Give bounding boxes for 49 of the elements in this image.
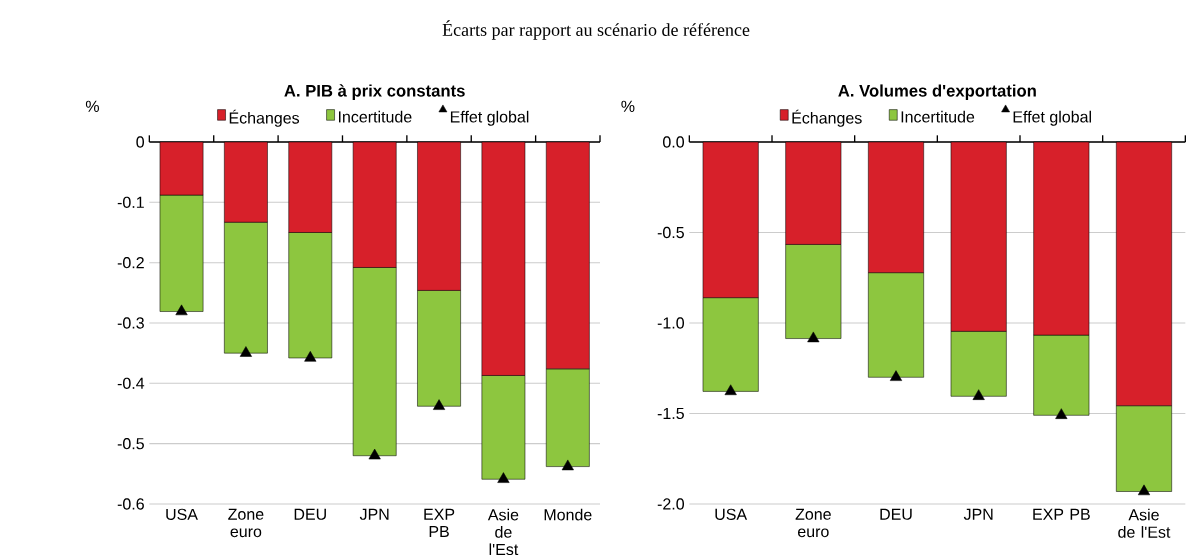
point <box>972 389 985 401</box>
x-tick-label: Asie de l'Est <box>1118 508 1171 538</box>
legend-label: Effet global <box>1013 111 1091 126</box>
x-tick-label: Monde <box>544 508 592 521</box>
x-tick-label: USA <box>166 508 198 521</box>
y-tick-label: -0.3 <box>117 317 144 329</box>
y-tick-label: 0 <box>136 136 145 148</box>
point <box>1055 408 1068 420</box>
legend-label: Effet global <box>450 111 529 126</box>
x-tick-label: DEU <box>880 508 912 521</box>
point <box>1137 484 1151 496</box>
y-tick-label: 0.0 <box>663 136 685 148</box>
y-tick-label: -0.2 <box>117 257 144 269</box>
text: Écarts par rapport au scénario de référence <box>442 20 750 40</box>
x-tick-label: Asie de l'Est <box>487 508 519 556</box>
point <box>239 346 252 357</box>
point <box>561 459 574 471</box>
x-tick-label: EXP PB <box>1033 508 1090 520</box>
y-tick-label: -2.0 <box>657 498 685 510</box>
y-tick-label: -0.5 <box>117 438 144 450</box>
point <box>368 449 381 460</box>
y-axis-title: % <box>85 100 99 113</box>
x-tick-label: USA <box>715 508 748 521</box>
x-tick-label: JPN <box>963 508 993 521</box>
y-tick-label: -1.0 <box>657 317 685 329</box>
point <box>433 399 446 411</box>
legend-label: Échanges <box>229 109 300 128</box>
legend-label: Incertitude <box>901 111 975 123</box>
y-tick-label: -0.4 <box>117 377 145 390</box>
legend-label: Échanges <box>792 109 862 128</box>
y-tick-label: -0.1 <box>117 196 144 209</box>
x-tick-label: EXP PB <box>424 508 455 538</box>
y-tick-label: -1.5 <box>657 408 684 420</box>
chart-title: A. Volumes d'exportation <box>838 84 1036 101</box>
chart-title: A. PIB à prix constants <box>284 84 465 101</box>
x-tick-label: JPN <box>359 508 389 521</box>
point <box>497 472 510 484</box>
legend-label: Incertitude <box>338 111 412 123</box>
point <box>304 351 317 362</box>
x-tick-label: Zone euro <box>228 508 264 538</box>
x-tick-label: Zone euro <box>795 508 831 538</box>
y-axis-title: % <box>621 100 635 113</box>
y-tick-label: -0.6 <box>117 498 144 510</box>
x-tick-label: DEU <box>294 508 326 521</box>
y-tick-label: -0.5 <box>657 227 684 239</box>
point <box>175 304 188 316</box>
point <box>889 370 903 382</box>
point <box>807 331 820 343</box>
point <box>724 384 737 396</box>
